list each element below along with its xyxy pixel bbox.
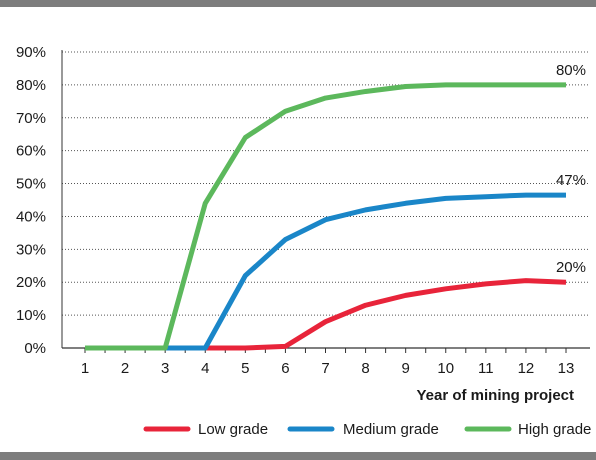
y-tick-label: 30% xyxy=(16,241,46,258)
y-tick-label: 20% xyxy=(16,274,46,291)
series-lines xyxy=(85,82,567,351)
y-tick-label: 0% xyxy=(24,340,46,357)
y-tick-label: 50% xyxy=(16,176,46,193)
y-tick-label: 90% xyxy=(16,44,46,61)
series-end-labels: 20% 47% 80% xyxy=(556,62,586,276)
series-line-medium-grade xyxy=(85,192,566,351)
x-tick-label: 13 xyxy=(558,360,575,377)
y-tick-label: 70% xyxy=(16,110,46,127)
x-tick-label: 10 xyxy=(437,360,454,377)
x-tick-label: 12 xyxy=(518,360,535,377)
x-axis-tick-labels: 1 2 3 4 5 6 7 8 9 10 11 12 13 xyxy=(81,360,575,377)
x-tick-label: 5 xyxy=(241,360,249,377)
y-tick-label: 40% xyxy=(16,208,46,225)
x-tick-label: 3 xyxy=(161,360,169,377)
legend: Low grade Medium grade High grade xyxy=(143,421,591,438)
series-line-high-grade xyxy=(85,82,566,351)
y-tick-label: 80% xyxy=(16,77,46,94)
x-tick-label: 1 xyxy=(81,360,89,377)
x-tick-label: 6 xyxy=(281,360,289,377)
legend-label-high-grade: High grade xyxy=(518,421,591,438)
gridlines xyxy=(61,50,590,348)
x-tick-label: 11 xyxy=(478,360,494,377)
y-tick-label: 60% xyxy=(16,143,46,160)
x-tick-label: 2 xyxy=(121,360,129,377)
x-tick-label: 9 xyxy=(401,360,409,377)
y-axis-tick-labels: 0% 10% 20% 30% 40% 50% 60% 70% 80% 90% xyxy=(16,44,46,357)
bottom-rule xyxy=(0,452,596,460)
end-label-low-grade: 20% xyxy=(556,259,586,276)
end-label-medium-grade: 47% xyxy=(556,172,586,189)
legend-label-low-grade: Low grade xyxy=(198,421,268,438)
top-rule xyxy=(0,0,596,7)
x-tick-label: 7 xyxy=(321,360,329,377)
end-label-high-grade: 80% xyxy=(556,62,586,79)
series-line-low-grade xyxy=(85,278,567,351)
x-axis-title: Year of mining project xyxy=(416,387,574,404)
legend-label-medium-grade: Medium grade xyxy=(343,421,439,438)
x-tick-label: 4 xyxy=(201,360,209,377)
x-tick-label: 8 xyxy=(361,360,369,377)
y-tick-label: 10% xyxy=(16,307,46,324)
